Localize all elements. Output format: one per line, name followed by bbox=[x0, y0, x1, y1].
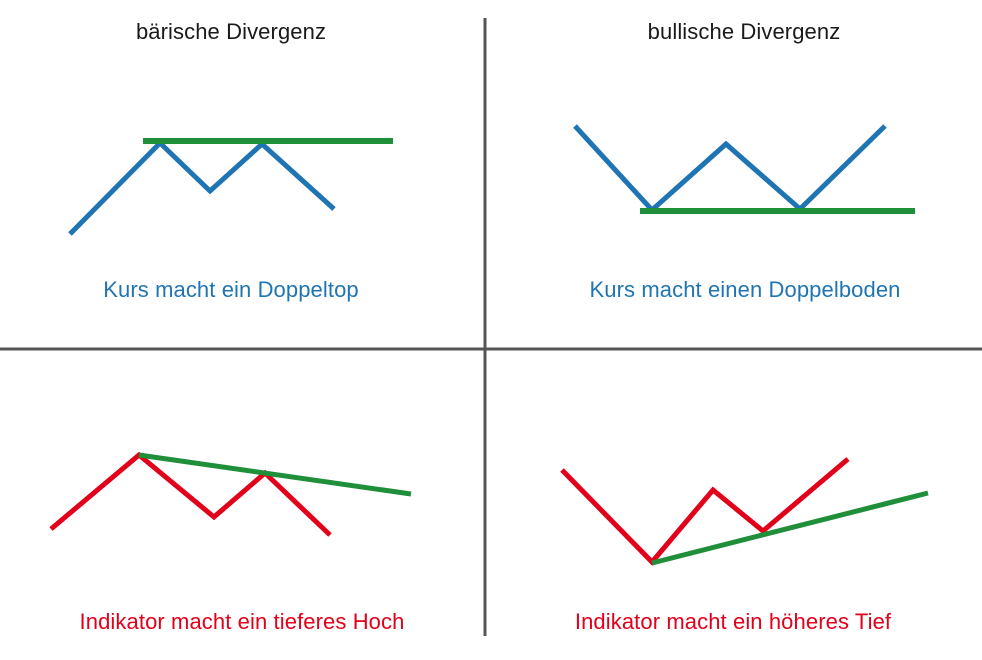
indicator-ascending-trend-line bbox=[651, 490, 929, 566]
indicator-descending-trend-line bbox=[138, 452, 412, 497]
double-bottom-caption: Kurs macht einen Doppelboden bbox=[589, 277, 901, 302]
higher-low-caption: Indikator macht ein höheres Tief bbox=[574, 609, 892, 634]
bearish-divergence-header: bärische Divergenz bbox=[135, 19, 327, 44]
bullish-divergence-header: bullische Divergenz bbox=[647, 19, 841, 44]
double-top-price-line bbox=[68, 139, 336, 236]
indicator-higher-low-line bbox=[560, 457, 850, 566]
double-bottom-price-line bbox=[573, 124, 887, 214]
double-top-caption: Kurs macht ein Doppeltop bbox=[103, 277, 359, 302]
indicator-lower-high-line bbox=[49, 451, 332, 537]
lower-high-caption: Indikator macht ein tieferes Hoch bbox=[79, 609, 405, 634]
